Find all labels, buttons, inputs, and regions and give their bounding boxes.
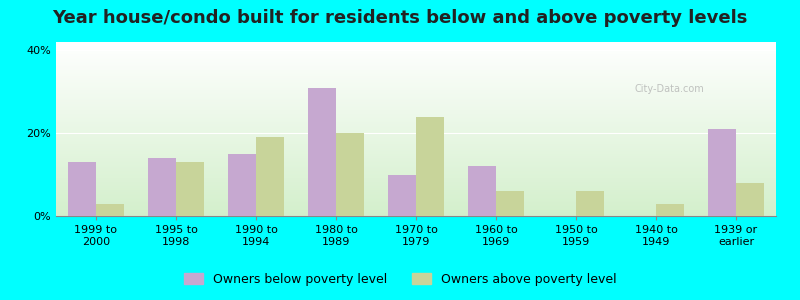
Bar bbox=[256, 137, 284, 216]
Bar bbox=[416, 117, 444, 216]
Bar bbox=[68, 162, 96, 216]
Bar bbox=[656, 204, 684, 216]
Bar bbox=[228, 154, 256, 216]
Bar bbox=[496, 191, 524, 216]
Bar bbox=[736, 183, 764, 216]
Text: Year house/condo built for residents below and above poverty levels: Year house/condo built for residents bel… bbox=[52, 9, 748, 27]
Bar bbox=[176, 162, 204, 216]
Bar bbox=[576, 191, 604, 216]
Bar bbox=[308, 88, 336, 216]
Bar bbox=[708, 129, 736, 216]
Legend: Owners below poverty level, Owners above poverty level: Owners below poverty level, Owners above… bbox=[179, 268, 621, 291]
Bar bbox=[336, 133, 364, 216]
Bar bbox=[468, 166, 496, 216]
Bar bbox=[388, 175, 416, 216]
Text: City-Data.com: City-Data.com bbox=[634, 84, 704, 94]
Bar bbox=[96, 204, 124, 216]
Bar bbox=[148, 158, 176, 216]
